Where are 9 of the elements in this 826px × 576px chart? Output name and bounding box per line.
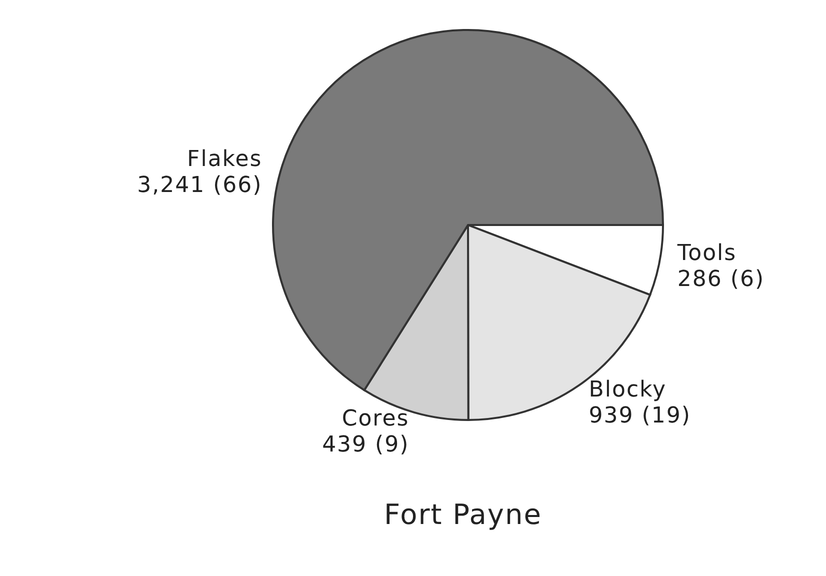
- data-label: 286 (6): [677, 266, 765, 292]
- data-label: 3,241 (66): [137, 172, 262, 198]
- text: Fort Payne: [383, 498, 543, 531]
- slice-label: Flakes: [187, 146, 262, 172]
- data-label: 439 (9): [322, 432, 410, 458]
- slice-label: Blocky: [588, 377, 667, 402]
- slice-label: Tools: [676, 240, 737, 266]
- slice-label: Cores: [342, 406, 410, 432]
- data-label: 939 (19): [588, 403, 691, 428]
